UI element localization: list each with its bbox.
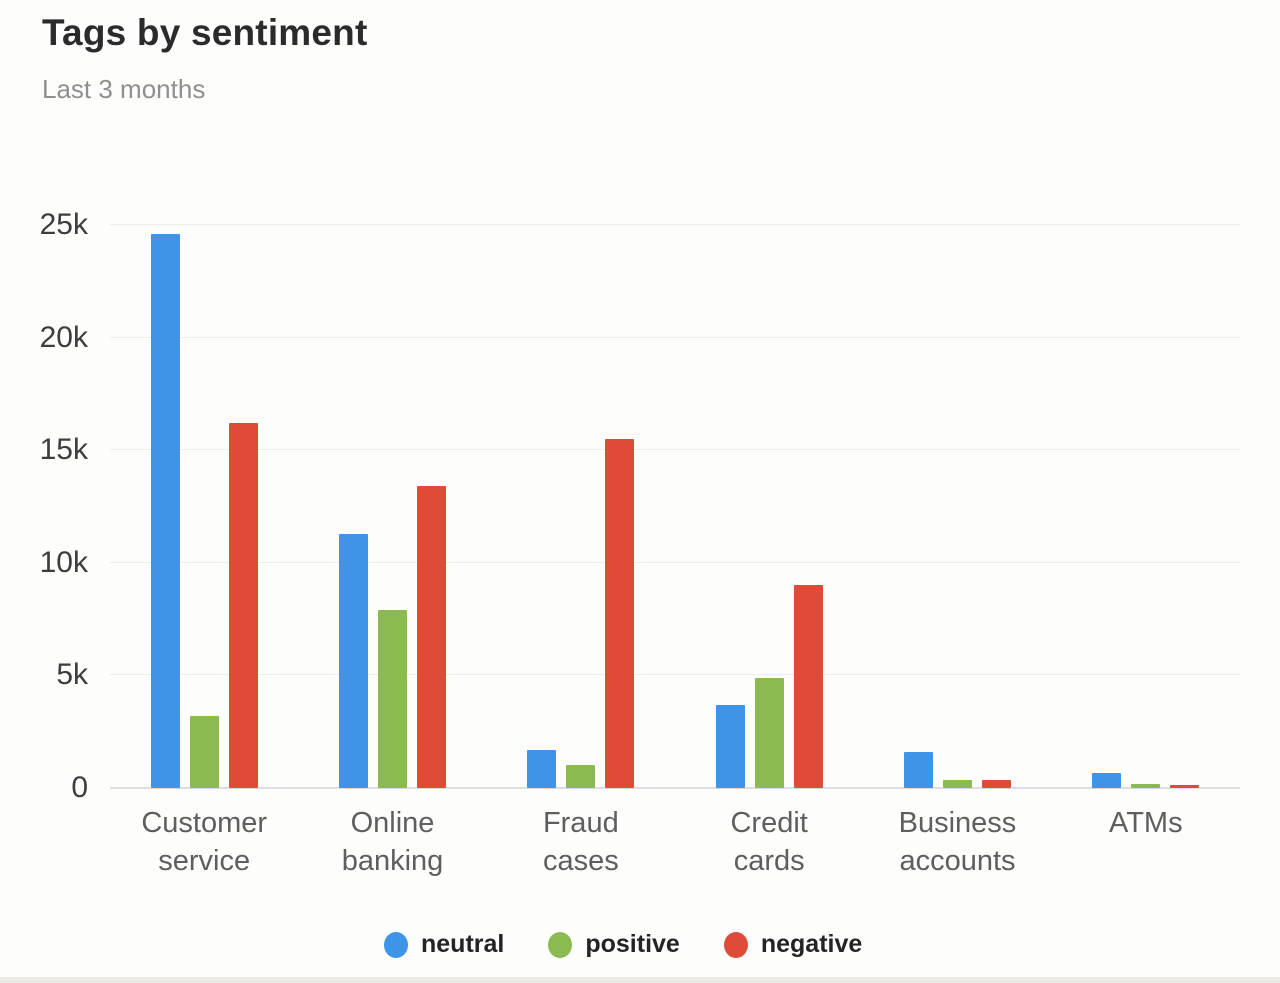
bar-negative-atms[interactable]: [1170, 784, 1200, 788]
bar-neutral-fraud-cases[interactable]: [527, 749, 557, 788]
plot-area: [110, 224, 1240, 789]
bottom-edge-strip: [0, 977, 1280, 983]
y-tick-5k: 5k: [56, 658, 88, 692]
gridline-15k: [110, 449, 1240, 451]
bar-group-business-accounts: [863, 225, 1051, 788]
bar-positive-online-banking[interactable]: [377, 610, 407, 788]
chart-subtitle: Last 3 months: [42, 74, 206, 104]
gridline-0: [110, 787, 1240, 789]
y-tick-15k: 15k: [39, 433, 88, 467]
bar-negative-fraud-cases[interactable]: [605, 438, 635, 788]
bar-positive-fraud-cases[interactable]: [566, 765, 596, 788]
bar-positive-customer-service[interactable]: [189, 715, 219, 788]
bar-neutral-credit-cards[interactable]: [715, 704, 745, 788]
bar-group-online-banking: [298, 225, 486, 788]
x-label-atms: ATMs: [1109, 807, 1183, 839]
bar-positive-atms[interactable]: [1131, 783, 1161, 788]
y-tick-25k: 25k: [39, 208, 88, 241]
y-tick-0: 0: [71, 771, 88, 804]
legend-label-positive: positive: [585, 930, 680, 958]
x-label-business-accounts: Business accounts: [898, 807, 1017, 877]
legend-label-negative: negative: [760, 930, 863, 958]
legend-dot-positive-icon: [548, 931, 573, 958]
gridline-5k: [110, 674, 1240, 676]
x-axis-labels: Customer service Online banking Fraud case…: [110, 804, 1240, 880]
bar-neutral-customer-service[interactable]: [150, 234, 180, 788]
bar-negative-online-banking[interactable]: [416, 486, 446, 788]
y-axis: 25k 20k 15k 10k 5k 0: [14, 208, 88, 804]
bar-positive-business-accounts[interactable]: [942, 780, 972, 788]
bar-negative-credit-cards[interactable]: [793, 585, 823, 788]
x-label-fraud-cases: Fraud cases: [542, 807, 619, 877]
x-label-customer-service: Customer service: [141, 807, 268, 877]
bar-group-atms: [1052, 225, 1240, 788]
bar-neutral-business-accounts[interactable]: [903, 751, 933, 788]
bar-neutral-atms[interactable]: [1092, 773, 1122, 788]
bar-group-credit-cards: [675, 225, 863, 788]
legend-dot-neutral-icon: [384, 931, 408, 958]
y-tick-10k: 10k: [39, 545, 88, 579]
legend-label-neutral: neutral: [421, 930, 505, 958]
bar-groups: [110, 225, 1240, 788]
x-label-credit-cards: Credit cards: [730, 807, 808, 877]
gridline-10k: [110, 561, 1240, 563]
bar-negative-customer-service[interactable]: [228, 423, 258, 788]
gridline-25k: [110, 224, 1240, 225]
bar-group-fraud-cases: [487, 225, 675, 788]
y-tick-20k: 20k: [39, 320, 88, 354]
legend: neutral positive negative: [384, 930, 862, 959]
bar-neutral-online-banking[interactable]: [338, 533, 368, 788]
legend-dot-negative-icon: [723, 931, 748, 958]
bar-group-customer-service: [110, 225, 298, 788]
gridline-20k: [110, 336, 1240, 338]
legend-item-neutral[interactable]: neutral: [384, 930, 504, 959]
x-label-online-banking: Online banking: [341, 807, 444, 877]
legend-item-positive[interactable]: positive: [548, 930, 680, 959]
bar-positive-credit-cards[interactable]: [754, 677, 784, 788]
legend-item-negative[interactable]: negative: [723, 930, 863, 959]
chart-title: Tags by sentiment: [42, 12, 368, 53]
bar-negative-business-accounts[interactable]: [981, 779, 1011, 788]
